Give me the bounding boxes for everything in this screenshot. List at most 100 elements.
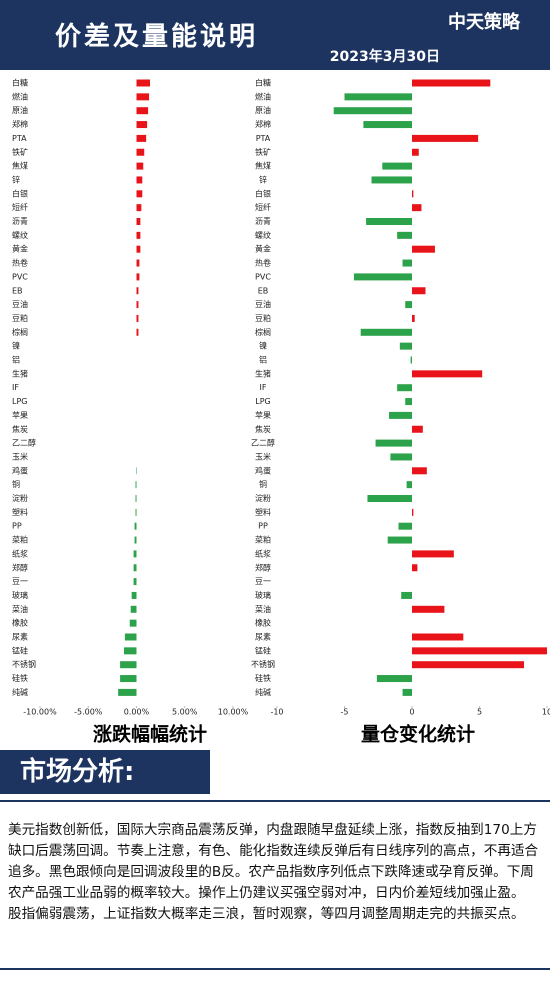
bar [136,190,143,198]
bar [402,688,412,696]
category-label: 镍 [12,341,20,351]
bar [402,259,412,267]
category-label: 生猪 [12,368,28,378]
category-label: 豆粕 [12,313,28,323]
bar [412,370,483,378]
category-label: 铁矿 [12,147,28,157]
category-label: 螺纹 [255,230,271,240]
category-label: 塑料 [255,507,271,517]
category-label: IF [260,383,267,392]
category-label: 焦炭 [12,424,28,434]
bar [135,495,137,502]
bar [136,287,139,295]
category-label: 纸浆 [12,548,28,558]
category-label: 纯碱 [255,687,271,697]
bar [136,79,151,87]
category-label: 热卷 [12,258,28,268]
category-label: 白糖 [255,78,271,88]
category-label: 塑料 [12,507,28,517]
category-label: 鸡蛋 [12,465,28,475]
category-label: 黄金 [12,244,28,254]
bar [382,162,412,170]
category-label: 乙二醇 [12,438,36,448]
bar [136,148,145,156]
bar [136,314,139,322]
category-label: 硅铁 [12,673,28,683]
category-label: 铝 [12,355,20,365]
category-label: 豆一 [12,577,28,586]
bar [344,93,412,101]
category-label: 乙二醇 [251,438,275,448]
category-label: 菜粕 [12,535,28,545]
category-label: 郑醇 [12,562,28,572]
header-title: 价差及量能说明 [55,22,259,52]
category-label: 郑棉 [12,119,28,129]
bar [390,453,412,461]
bar [405,301,412,309]
chart-title: 量仓变化统计 [361,723,475,746]
bar [136,176,143,184]
analysis-body: 美元指数创新低，国际大宗商品震荡反弹，内盘跟随早盘延续上涨，指数反抽到170上方… [8,820,544,925]
category-label: 淀粉 [255,493,271,503]
paragraph: 美元指数创新低，国际大宗商品震荡反弹，内盘跟随早盘延续上涨，指数反抽到170上方… [8,822,539,901]
category-label: 原油 [12,105,28,115]
category-label: 郑棉 [255,119,271,129]
category-label: PVC [255,272,271,281]
category-label: EB [12,286,23,295]
bar [412,287,426,295]
bar [397,231,412,239]
category-label: EB [258,286,269,295]
bar [134,522,137,530]
date: 2023年3月30日 [329,49,440,65]
bar [333,107,412,115]
category-label: 豆油 [255,299,271,309]
category-label: 玉米 [255,451,271,461]
bar [363,121,412,129]
category-label: 玻璃 [12,590,28,600]
x-tick-label: 10.00% [218,708,249,717]
bar [360,328,412,336]
bar [136,273,140,281]
bar [136,134,147,142]
category-label: PP [12,522,22,531]
bar [136,245,141,253]
bar [412,647,547,655]
bar [123,647,137,655]
bar [136,204,142,212]
category-label: 铁矿 [255,147,271,157]
bar [136,328,139,336]
divider [0,968,550,970]
bar [376,675,412,683]
bar [133,550,137,558]
category-label: 尿素 [12,632,28,642]
bar [412,134,479,142]
bar [410,356,412,364]
category-label: 玉米 [12,451,28,461]
bar [401,591,412,599]
category-label: 短纤 [255,202,271,212]
category-label: 焦煤 [255,161,271,171]
category-label: PVC [12,272,28,281]
category-label: 郑醇 [255,562,271,572]
bar [412,190,414,198]
bar [406,481,412,489]
x-tick-label: 0 [409,708,414,717]
bar [133,564,137,572]
bar [136,231,141,239]
category-label: PTA [256,134,271,143]
bar [136,121,148,129]
bar [134,536,137,544]
bar [136,301,139,309]
bar [118,688,137,696]
bar [136,107,149,115]
category-label: 锌 [259,174,267,184]
bar [412,79,491,87]
category-label: 豆油 [12,299,28,309]
category-label: 橡胶 [255,618,271,628]
category-label: 燃油 [255,91,271,101]
bar [366,218,412,225]
bar [133,578,137,586]
bar [353,273,412,281]
category-label: 硅铁 [255,673,271,683]
